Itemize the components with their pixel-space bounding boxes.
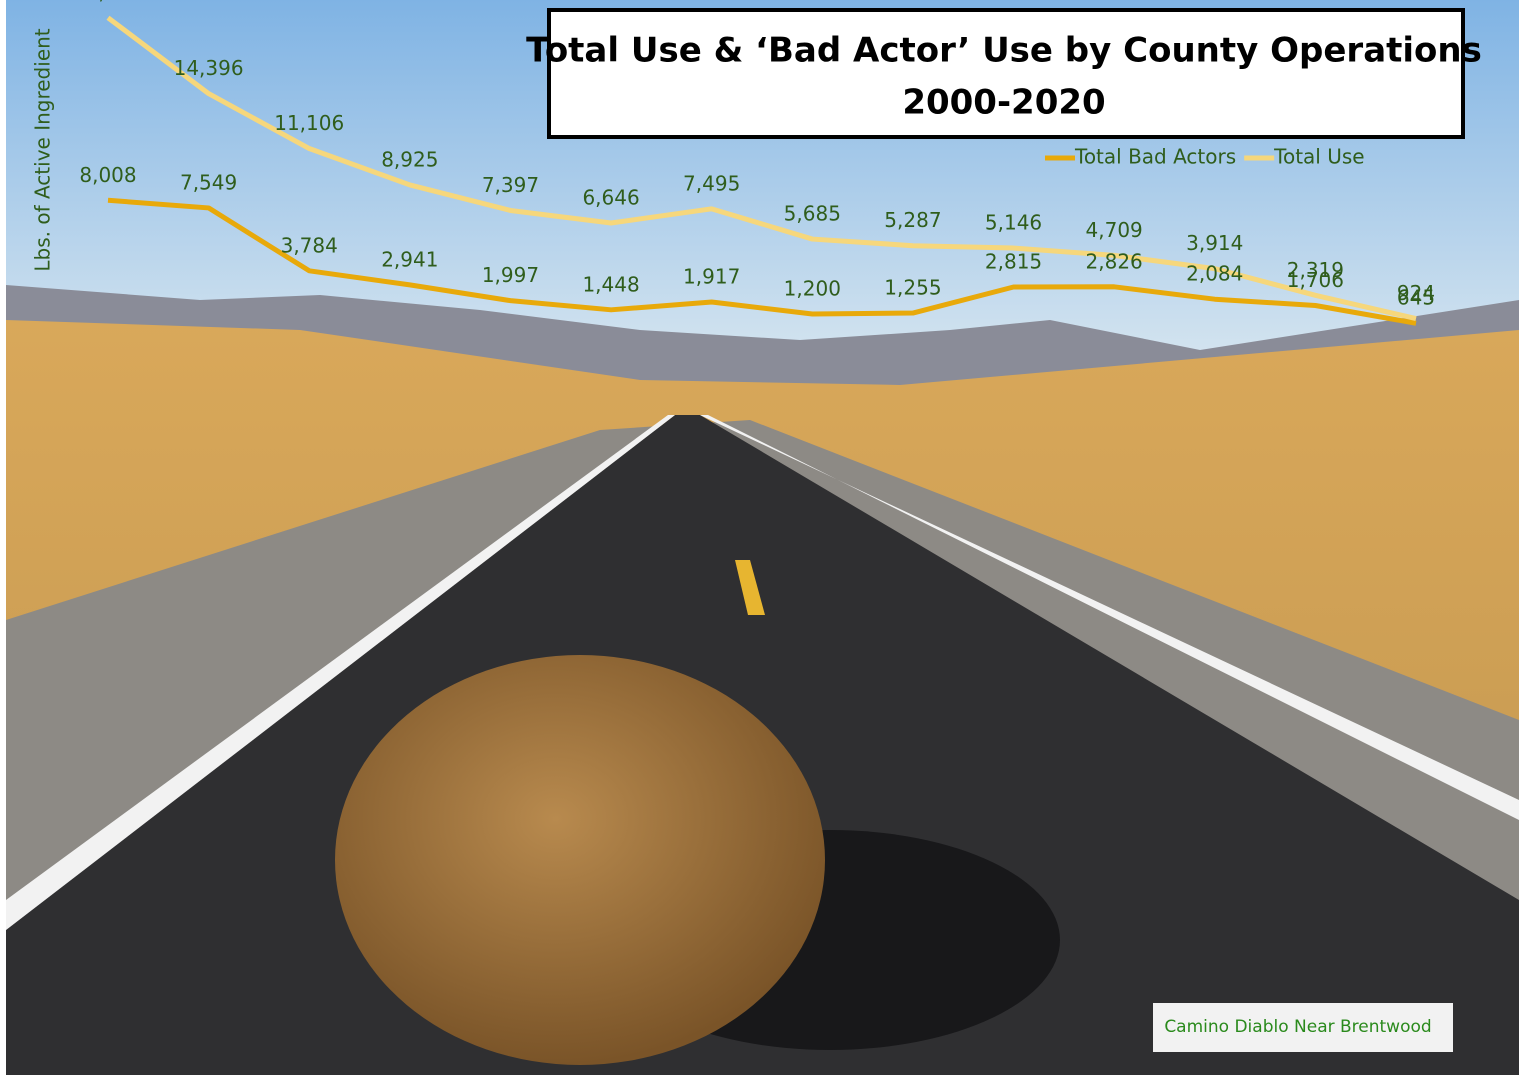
data-label: 6,646 bbox=[582, 186, 639, 210]
data-label: 5,685 bbox=[784, 202, 841, 226]
legend-label: Total Bad Actors bbox=[1074, 145, 1236, 169]
data-label: 1,917 bbox=[683, 264, 740, 288]
legend-label: Total Use bbox=[1273, 145, 1364, 169]
data-label: 1,997 bbox=[482, 263, 539, 287]
data-label: 2,815 bbox=[985, 249, 1042, 273]
data-label: 7,549 bbox=[180, 170, 237, 194]
data-label: 7,397 bbox=[482, 173, 539, 197]
data-label: 5,287 bbox=[884, 208, 941, 232]
data-label: 3,914 bbox=[1186, 231, 1243, 255]
caption: Camino Diablo Near Brentwood bbox=[1164, 1017, 1431, 1037]
data-label: 924 bbox=[1397, 281, 1435, 305]
data-label: 1,255 bbox=[884, 276, 941, 300]
data-label: 8,008 bbox=[79, 163, 136, 187]
data-label: 14,396 bbox=[174, 56, 244, 80]
data-label: 2,319 bbox=[1287, 258, 1344, 282]
data-label: 4,709 bbox=[1086, 218, 1143, 242]
data-label: 645 bbox=[1397, 286, 1435, 310]
data-label: 1,448 bbox=[582, 272, 639, 296]
chart-subtitle: 2000-2020 bbox=[902, 83, 1105, 123]
chart-title: Total Use & ‘Bad Actor’ Use by County Op… bbox=[526, 31, 1482, 71]
data-label: 1,200 bbox=[784, 276, 841, 300]
series-line bbox=[107, 197, 1417, 326]
data-label: 1,706 bbox=[1287, 268, 1344, 292]
caption-box bbox=[1153, 1003, 1453, 1052]
data-label: 8,925 bbox=[381, 147, 438, 171]
data-label: 5,146 bbox=[985, 211, 1042, 235]
data-label: 2,084 bbox=[1186, 262, 1243, 286]
y-axis-label: Lbs. of Active Ingredient bbox=[31, 28, 55, 271]
data-label: 2,826 bbox=[1086, 249, 1143, 273]
data-label: 3,784 bbox=[281, 233, 338, 257]
data-label: 18,939 bbox=[73, 0, 143, 4]
title-box bbox=[547, 8, 1465, 139]
data-label: 2,941 bbox=[381, 247, 438, 271]
data-label: 11,106 bbox=[274, 111, 344, 135]
data-label: 7,495 bbox=[683, 171, 740, 195]
series-line bbox=[106, 15, 1417, 322]
